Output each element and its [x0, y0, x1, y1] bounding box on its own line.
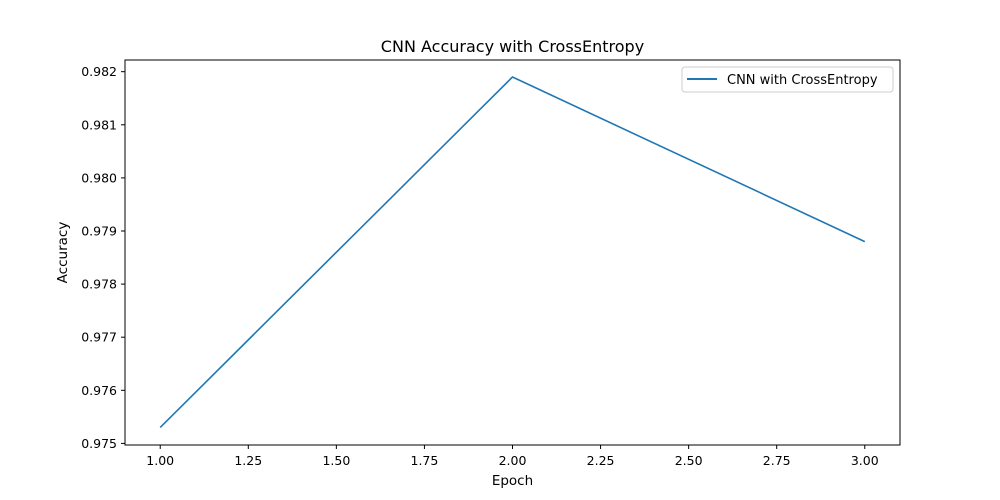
legend-label: CNN with CrossEntropy [727, 73, 878, 88]
y-axis: 0.975 0.976 0.977 0.978 0.979 0.980 0.981 0.982 [81, 64, 125, 451]
y-axis-label: Accuracy [55, 222, 71, 284]
x-axis: 1.00 1.25 1.50 1.75 2.00 2.25 2.50 2.75 3.00 [146, 445, 879, 468]
y-tick-label: 0.981 [81, 117, 117, 132]
y-tick-label: 0.982 [81, 64, 117, 79]
y-tick-label: 0.976 [81, 383, 117, 398]
x-tick-label: 2.00 [499, 453, 527, 468]
x-tick-label: 3.00 [851, 453, 879, 468]
series-layer [159, 76, 866, 429]
legend: CNN with CrossEntropy [681, 66, 894, 93]
x-tick-label: 2.75 [763, 453, 791, 468]
plot-area-frame [124, 59, 901, 446]
x-tick-label: 1.00 [146, 453, 174, 468]
x-tick-label: 1.50 [322, 453, 350, 468]
y-tick-label: 0.977 [81, 330, 117, 345]
x-tick-label: 2.25 [587, 453, 615, 468]
x-tick-label: 2.50 [675, 453, 703, 468]
legend-box [681, 66, 894, 93]
x-axis-label: Epoch [492, 473, 533, 489]
chart-title: CNN Accuracy with CrossEntropy [381, 37, 644, 56]
y-tick-label: 0.979 [81, 223, 117, 238]
series-line [159, 76, 866, 429]
x-tick-label: 1.75 [411, 453, 439, 468]
x-tick-label: 1.25 [234, 453, 262, 468]
y-tick-label: 0.975 [81, 436, 117, 451]
y-tick-label: 0.980 [81, 170, 117, 185]
y-tick-label: 0.978 [81, 277, 117, 292]
